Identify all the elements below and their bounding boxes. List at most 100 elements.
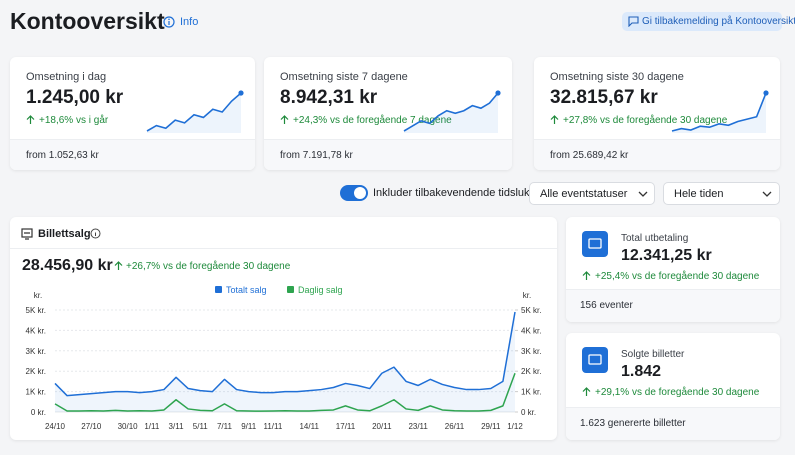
up-arrow <box>582 387 591 396</box>
chevron <box>762 191 772 197</box>
arrow-path <box>582 271 591 280</box>
y2-axis-title: kr. <box>523 291 531 300</box>
sparkline-end <box>763 90 769 96</box>
series-line <box>54 372 516 412</box>
toggle-label: Inkluder tilbakevendende tidsluker <box>373 187 540 199</box>
x-tick-label: 3/11 <box>169 422 185 431</box>
x-tick-label: 29/11 <box>481 422 501 431</box>
chart: kr. kr. 0 kr. 1K kr. 2K kr. 3K kr. 4K kr. 5K kr… <box>26 285 542 431</box>
x-tick-label: 20/11 <box>372 422 392 431</box>
y-tick-label: 5K kr. <box>26 306 46 315</box>
sparkline <box>671 90 769 133</box>
legend-swatch <box>215 286 222 293</box>
period-dropdown[interactable]: Hele tiden <box>663 182 780 205</box>
kpi-change: +24,3% vs de foregående 7 dagene <box>293 115 452 126</box>
chevron <box>638 191 648 197</box>
x-tick-label: 30/10 <box>118 422 139 431</box>
kpi-change: +18,6% vs i går <box>39 115 109 126</box>
arrow-path <box>582 387 591 396</box>
kpi-card: Omsetning i dag 1.245,00 kr +18,6% vs i gå… <box>10 57 255 170</box>
divider <box>10 248 557 249</box>
arrow-path <box>26 115 35 124</box>
y-tick-label: 4K kr. <box>26 326 46 335</box>
x-tick-label: 17/11 <box>336 422 356 431</box>
arrow-path <box>550 115 559 124</box>
sparkline <box>146 90 244 133</box>
y2-tick-label: 5K kr. <box>521 306 541 315</box>
x-tick-label: 1/11 <box>144 422 160 431</box>
y-tick-label: 3K kr. <box>26 347 46 356</box>
x-tick-label: 5/11 <box>193 422 209 431</box>
feedback-text: Gi tilbakemelding på Kontooversikt <box>642 16 795 27</box>
x-tick-label: 24/10 <box>45 422 66 431</box>
summary-footer-text: 156 eventer <box>580 300 633 311</box>
sparkline-area <box>147 93 241 133</box>
period-value: Hele tiden <box>674 188 724 200</box>
sparkline-line <box>146 92 242 132</box>
kpi-footer: from 1.052,63 kr <box>10 139 255 170</box>
x-tick-label: 9/11 <box>241 422 257 431</box>
sales-change: +26,7% vs de foregående 30 dagene <box>126 261 291 272</box>
icon-glyph <box>588 354 602 365</box>
x-tick-label: 26/11 <box>445 422 465 431</box>
sparkline <box>403 90 501 133</box>
x-tick-label: 7/11 <box>217 422 233 431</box>
toggle[interactable] <box>340 185 368 201</box>
summary-value: 12.341,25 kr <box>621 247 712 264</box>
y-axis-title: kr. <box>34 291 42 300</box>
legend-label: Daglig salg <box>298 285 343 295</box>
y2-tick-label: 2K kr. <box>521 367 541 376</box>
legend-swatch <box>287 286 294 293</box>
x-tick-label: 27/10 <box>81 422 102 431</box>
y2-tick-label: 0 kr. <box>521 408 536 417</box>
icon-bg <box>582 231 608 257</box>
up-arrow <box>26 115 35 124</box>
up-arrow <box>114 261 123 270</box>
sparkline-line <box>671 92 767 132</box>
up-arrow <box>582 271 591 280</box>
summary-card: Solgte billetter 1.842 +29,1% vs de foregå… <box>566 333 780 440</box>
kpi-footer: from 25.689,42 kr <box>534 139 780 170</box>
kpi-label: Omsetning siste 7 dagene <box>280 71 408 83</box>
info-icon <box>163 16 175 28</box>
sales-total: 28.456,90 kr <box>22 257 113 274</box>
status-dropdown[interactable]: Alle eventstatuser <box>529 182 655 205</box>
sales-card: Billettsalg 28.456,90 kr +26,7% vs de fo… <box>10 217 557 440</box>
summary-value: 1.842 <box>621 363 662 380</box>
info-link[interactable]: Info <box>180 16 199 28</box>
feedback-button[interactable]: Gi tilbakemelding på Kontooversikt <box>622 12 795 31</box>
sparkline-line <box>403 92 499 132</box>
summary-change: +29,1% vs de foregående 30 dagene <box>595 387 760 398</box>
y2-tick-label: 3K kr. <box>521 347 541 356</box>
info-icon <box>90 228 101 239</box>
up-arrow <box>550 115 559 124</box>
kpi-label: Omsetning i dag <box>26 71 107 83</box>
y-tick-label: 1K kr. <box>26 388 46 397</box>
summary-icon <box>582 231 608 257</box>
series-line <box>54 311 516 397</box>
status-value: Alle eventstatuser <box>540 188 628 200</box>
y-tick-label: 0 kr. <box>31 408 46 417</box>
arrow-path <box>280 115 289 124</box>
y2-tick-label: 4K kr. <box>521 326 541 335</box>
kpi-footer-text: from 1.052,63 kr <box>26 150 99 161</box>
summary-label: Solgte billetter <box>621 349 685 360</box>
kpi-card: Omsetning siste 30 dagene 32.815,67 kr +27… <box>534 57 780 170</box>
kpi-value: 8.942,31 kr <box>280 87 378 108</box>
kpi-footer-text: from 7.191,78 kr <box>280 150 353 161</box>
kpi-value: 32.815,67 kr <box>550 87 658 108</box>
sparkline-area <box>404 93 498 133</box>
summary-footer: 1.623 genererte billetter <box>566 407 780 440</box>
icon-bg <box>582 347 608 373</box>
kpi-value: 1.245,00 kr <box>26 87 124 108</box>
kpi-footer: from 7.191,78 kr <box>264 139 512 170</box>
summary-label: Total utbetaling <box>621 233 689 244</box>
summary-change: +25,4% vs de foregående 30 dagene <box>595 271 760 282</box>
summary-icon <box>582 347 608 373</box>
sparkline-end <box>495 90 501 96</box>
x-tick-label: 11/11 <box>263 422 282 431</box>
x-tick-label: 23/11 <box>408 422 428 431</box>
page-title: Kontooversikt <box>10 8 165 34</box>
kpi-change: +27,8% vs de foregående 30 dagene <box>563 115 728 126</box>
